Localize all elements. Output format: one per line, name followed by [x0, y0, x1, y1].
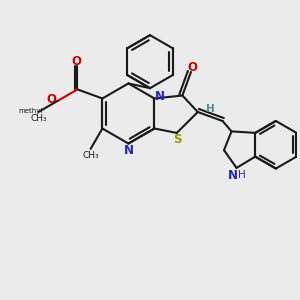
- Text: O: O: [71, 55, 81, 68]
- Text: S: S: [173, 133, 182, 146]
- Text: H: H: [206, 104, 215, 114]
- Text: N: N: [155, 91, 165, 103]
- Text: methyl: methyl: [18, 108, 42, 114]
- Text: CH₃: CH₃: [30, 114, 47, 123]
- Text: CH₃: CH₃: [82, 151, 99, 160]
- Text: O: O: [188, 61, 197, 74]
- Text: N: N: [123, 144, 134, 158]
- Text: H: H: [238, 170, 246, 180]
- Text: N: N: [228, 169, 238, 182]
- Text: O: O: [46, 93, 56, 106]
